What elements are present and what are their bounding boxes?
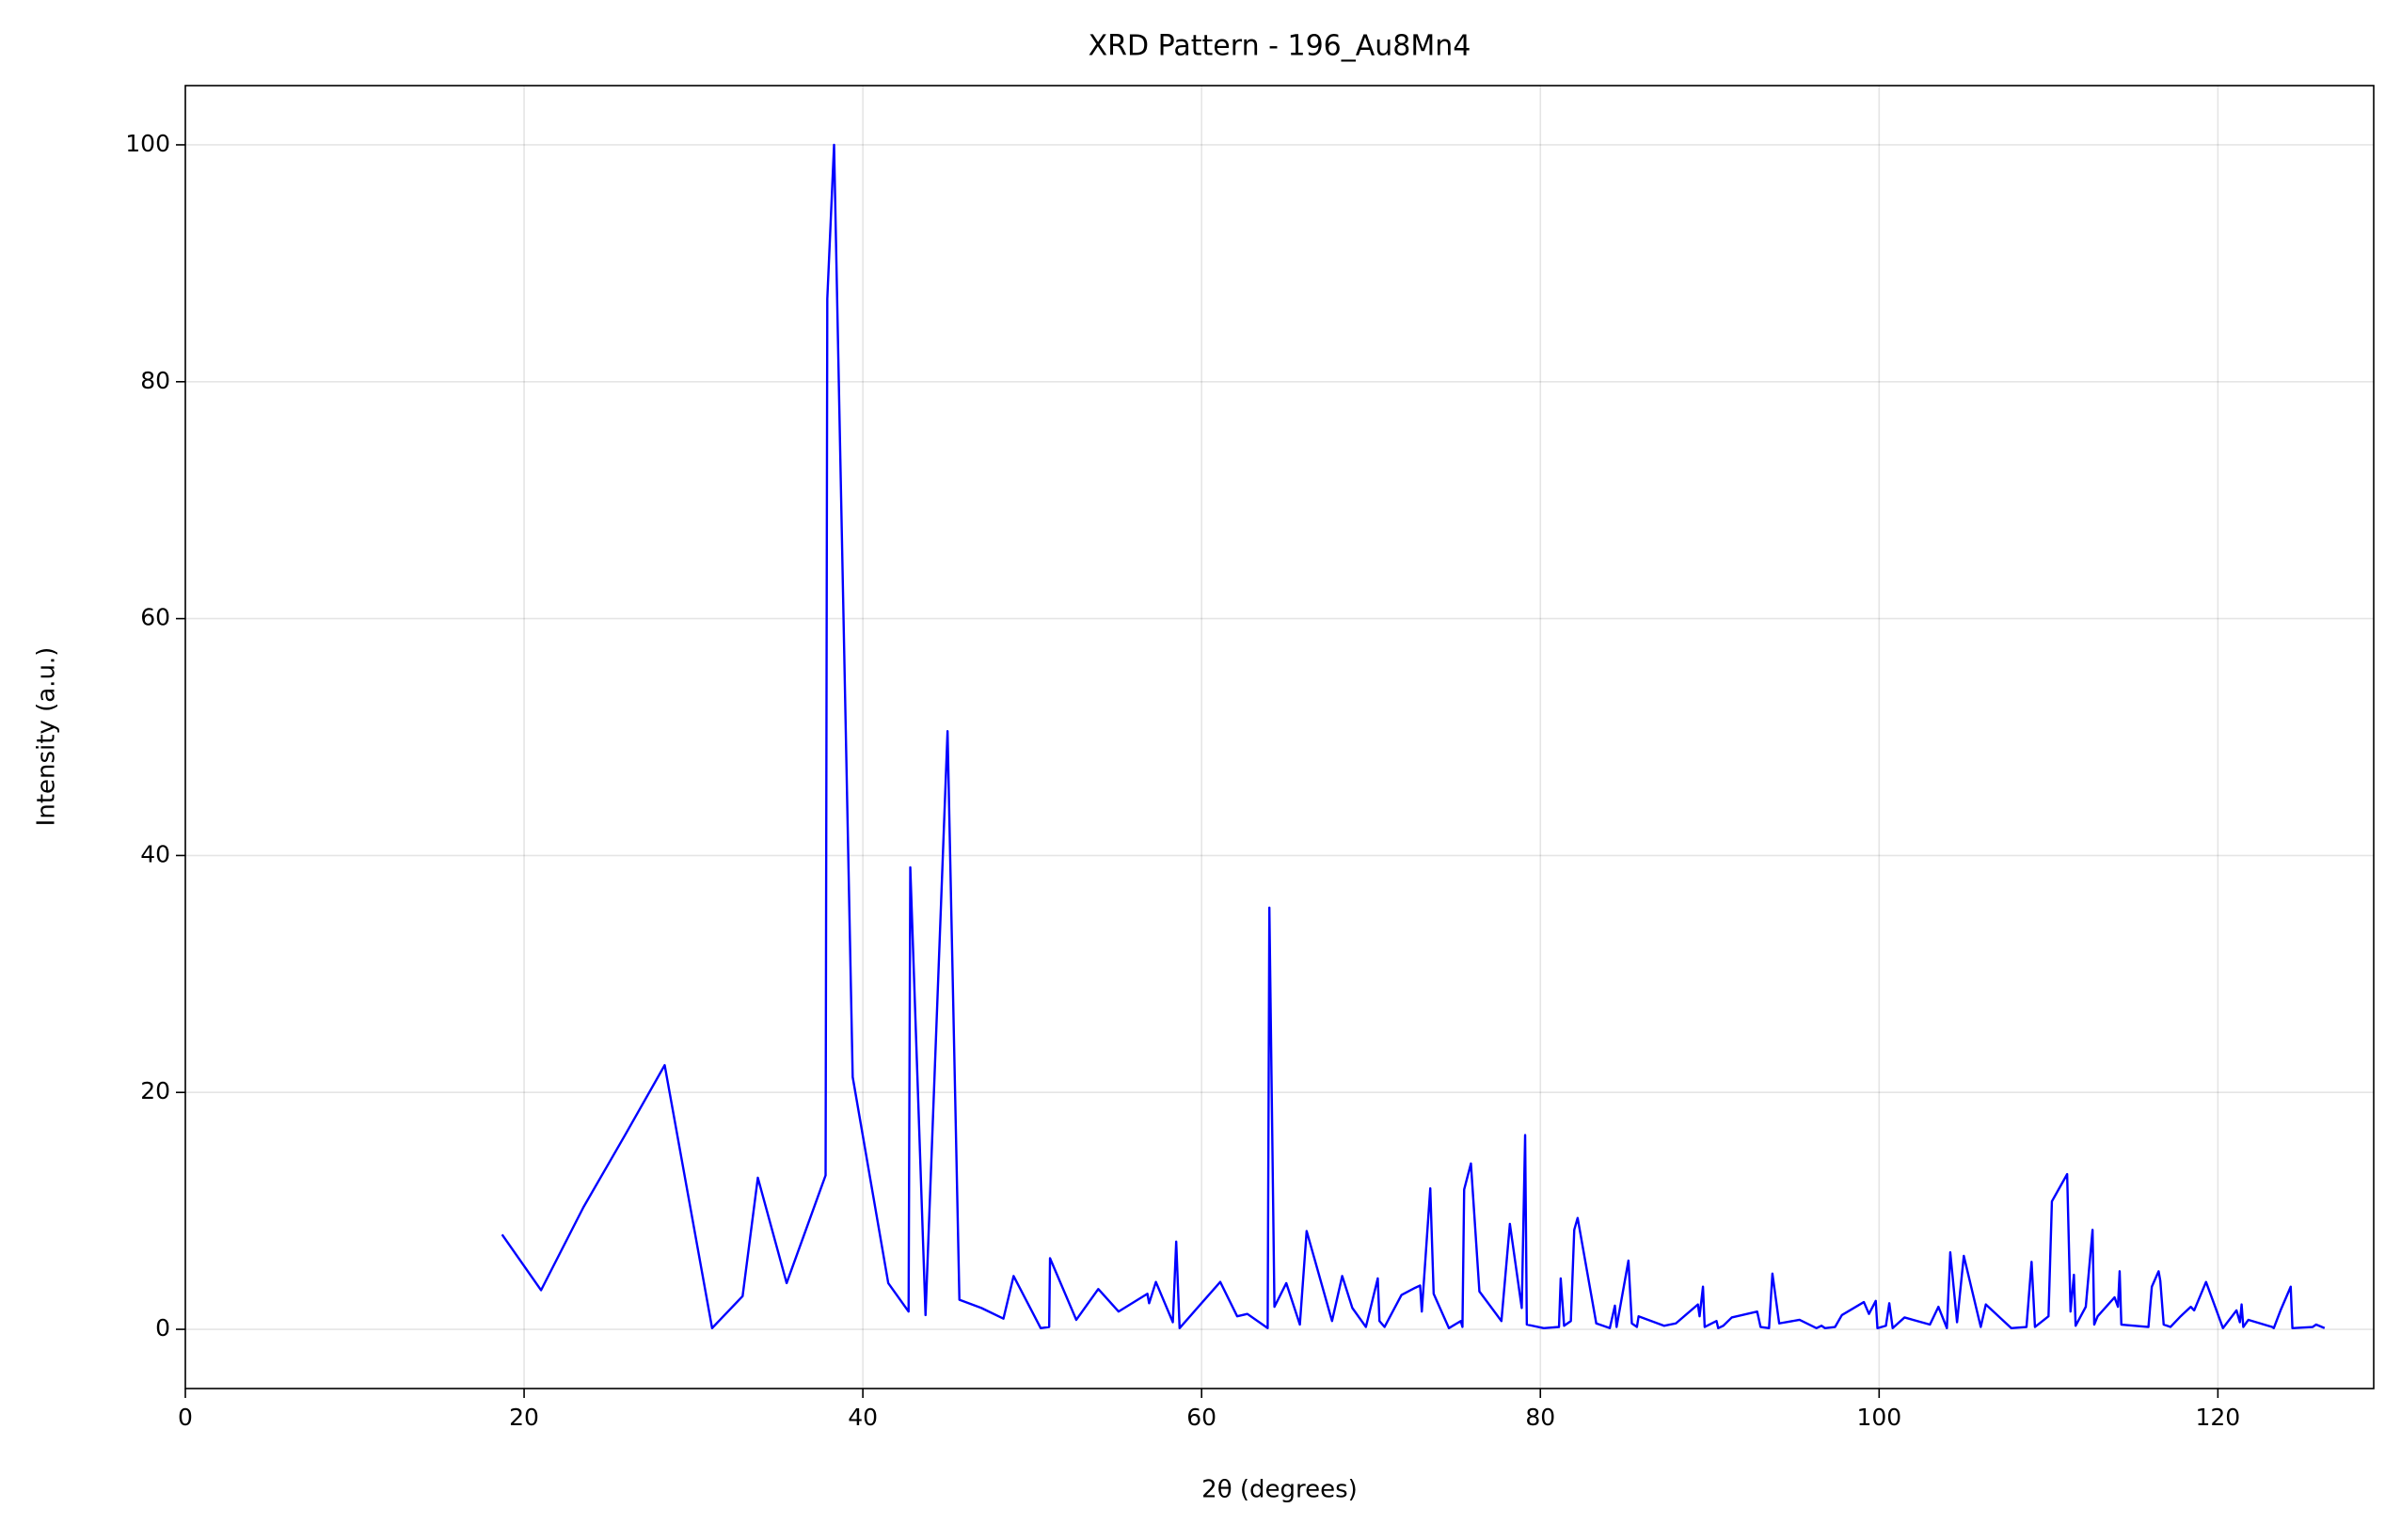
plot-frame	[184, 85, 2375, 1389]
y-tick-label: 100	[125, 130, 170, 157]
chart-title: XRD Pattern - 196_Au8Mn4	[1089, 30, 1471, 63]
y-tick-label: 80	[140, 367, 170, 394]
y-tick-label: 20	[140, 1077, 170, 1104]
data-line	[501, 143, 2326, 1329]
y-tick-label: 60	[140, 604, 170, 631]
x-tick-label: 80	[1525, 1404, 1555, 1431]
x-tick-label: 40	[848, 1404, 878, 1431]
x-tick-label: 60	[1186, 1404, 1216, 1431]
x-tick-label: 20	[509, 1404, 539, 1431]
x-tick-label: 0	[178, 1404, 193, 1431]
y-axis-label: Intensity (a.u.)	[33, 647, 61, 827]
x-tick-label: 120	[2196, 1404, 2241, 1431]
y-tick-label: 0	[155, 1314, 170, 1342]
x-axis-label: 2θ (degrees)	[1201, 1476, 1358, 1504]
y-tick-label: 40	[140, 840, 170, 867]
x-tick-label: 100	[1856, 1404, 1901, 1431]
